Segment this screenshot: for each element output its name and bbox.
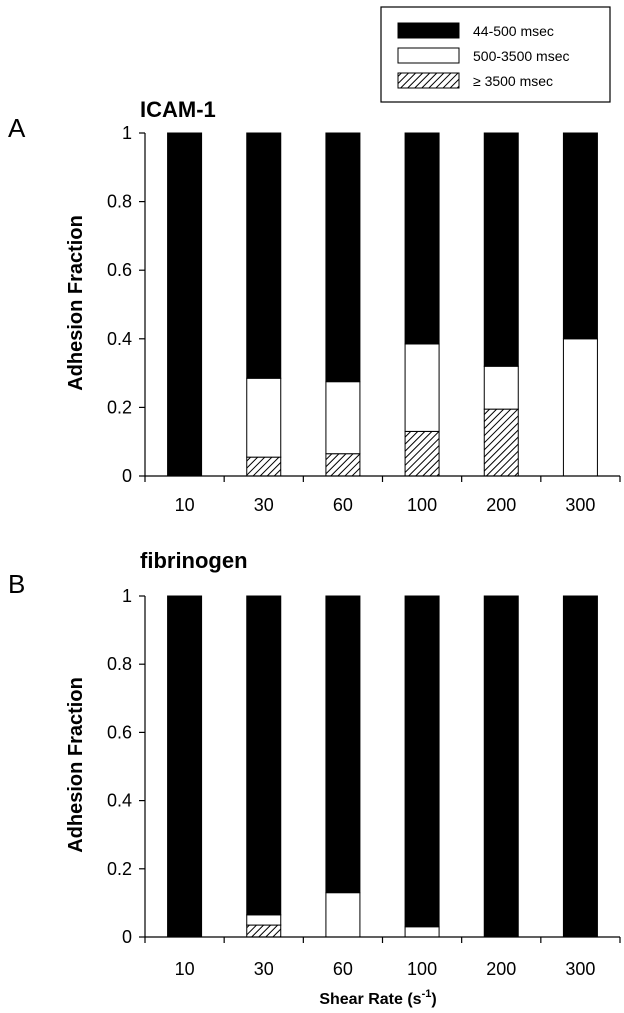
y-tick-label: 0.4 — [107, 329, 132, 349]
y-tick-label: 1 — [122, 586, 132, 606]
x-axis-title-close: ) — [431, 991, 436, 1008]
legend-swatch-3500-plus — [397, 72, 460, 89]
bars-b — [167, 595, 598, 938]
bar-100-series-1 — [404, 926, 440, 938]
x-tick-label: 300 — [565, 495, 595, 515]
x-axis-title: Shear Rate (s-1) — [319, 988, 436, 1008]
y-tick-label: 0.6 — [107, 722, 132, 742]
x-tick-label: 100 — [407, 959, 437, 979]
x-axis-title-main: Shear Rate (s — [319, 991, 421, 1008]
bar-200-series-2 — [483, 595, 519, 938]
x-tick-label: 200 — [486, 495, 516, 515]
panel-title-a: ICAM-1 — [140, 97, 216, 122]
bar-30-series-0 — [246, 924, 282, 938]
bar-60-series-2 — [325, 132, 361, 383]
bar-100-series-2 — [404, 595, 440, 928]
x-tick-label: 100 — [407, 495, 437, 515]
bar-10-series-2 — [167, 595, 203, 938]
legend-label-3500-plus: ≥ 3500 msec — [473, 73, 553, 89]
bar-100-series-0 — [404, 430, 440, 477]
panel-letter-a: A — [8, 113, 26, 143]
y-tick-label: 0.6 — [107, 260, 132, 280]
bar-60-series-1 — [325, 892, 361, 938]
bar-30-series-2 — [246, 132, 282, 379]
x-tick-label: 60 — [333, 495, 353, 515]
y-tick-label: 0.2 — [107, 859, 132, 879]
x-tick-label: 10 — [175, 495, 195, 515]
bar-60-series-1 — [325, 381, 361, 455]
legend-label-44-500: 44-500 msec — [473, 23, 554, 39]
axes-a: 0 0.2 0.4 0.6 0.8 1 10 30 60 100 200 300 — [107, 123, 621, 515]
y-axis-title-a: Adhesion Fraction — [65, 215, 87, 391]
y-axis-title-b: Adhesion Fraction — [65, 677, 87, 853]
legend-label-500-3500: 500-3500 msec — [473, 48, 570, 64]
x-tick-label: 10 — [175, 959, 195, 979]
y-tick-label: 1 — [122, 123, 132, 143]
bar-30-series-2 — [246, 595, 282, 916]
bar-100-series-2 — [404, 132, 440, 345]
y-tick-label: 0.8 — [107, 654, 132, 674]
bar-30-series-1 — [246, 914, 282, 926]
panel-title-b: fibrinogen — [140, 548, 248, 573]
axes-b: 0 0.2 0.4 0.6 0.8 1 10 30 60 100 200 300 — [107, 586, 621, 979]
x-tick-label: 30 — [254, 495, 274, 515]
y-tick-label: 0 — [122, 466, 132, 486]
legend-swatch-500-3500 — [397, 47, 460, 64]
bar-200-series-0 — [483, 408, 519, 477]
legend-swatch-44-500 — [397, 22, 460, 39]
bar-300-series-1 — [562, 338, 598, 477]
y-tick-label: 0.4 — [107, 791, 132, 811]
bar-200-series-2 — [483, 132, 519, 367]
legend: 44-500 msec 500-3500 msec ≥ 3500 msec — [380, 6, 611, 103]
y-tick-label: 0.2 — [107, 397, 132, 417]
x-tick-label: 30 — [254, 959, 274, 979]
y-tick-label: 0 — [122, 927, 132, 947]
bar-300-series-2 — [562, 132, 598, 340]
bars-a — [167, 132, 598, 477]
x-axis-title-sup: -1 — [422, 988, 432, 1000]
panel-b: B fibrinogen Adhesion Fraction 0 0.2 0.4 0.… — [8, 548, 621, 979]
y-tick-label: 0.8 — [107, 192, 132, 212]
x-tick-label: 200 — [486, 959, 516, 979]
x-tick-label: 60 — [333, 959, 353, 979]
bar-60-series-2 — [325, 595, 361, 894]
panel-letter-b: B — [8, 569, 25, 599]
bar-60-series-0 — [325, 453, 361, 477]
panel-a: A ICAM-1 Adhesion Fraction 0 0.2 0.4 0.6 0.8… — [8, 97, 621, 515]
bar-100-series-1 — [404, 343, 440, 432]
bar-30-series-0 — [246, 456, 282, 477]
bar-30-series-1 — [246, 377, 282, 458]
bar-200-series-1 — [483, 365, 519, 410]
x-tick-label: 300 — [565, 959, 595, 979]
bar-10-series-2 — [167, 132, 203, 477]
bar-300-series-2 — [562, 595, 598, 938]
